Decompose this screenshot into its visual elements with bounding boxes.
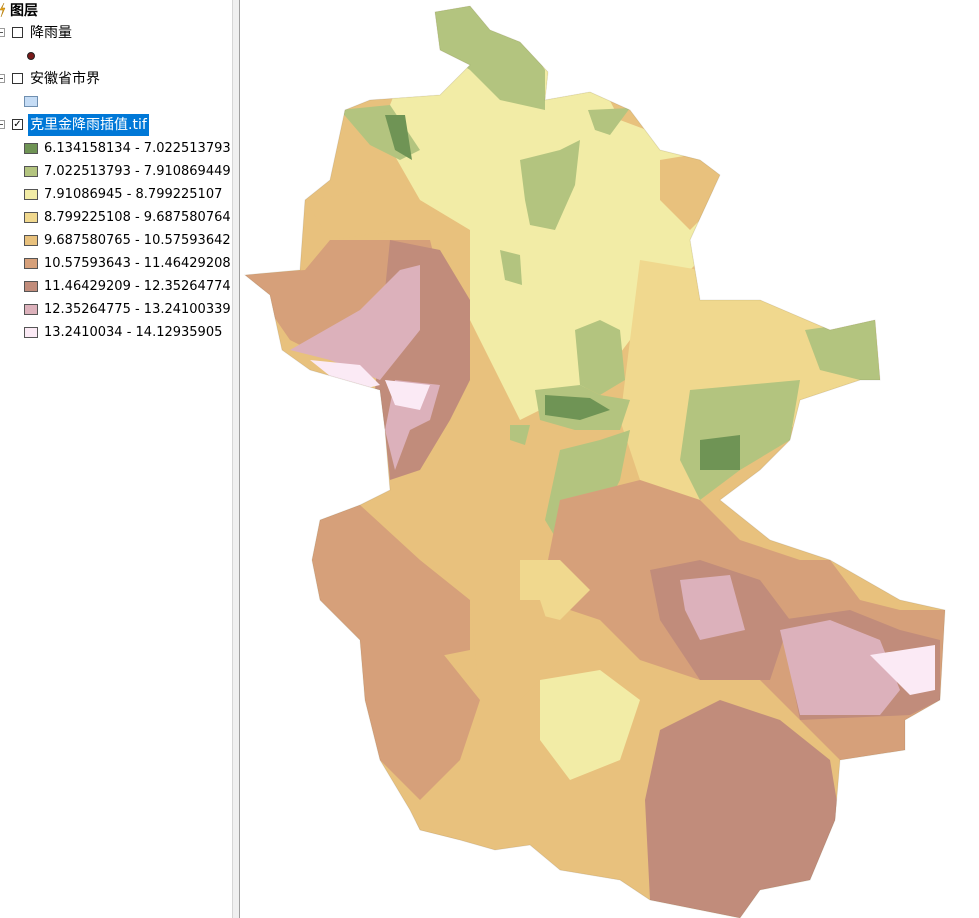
legend-class-label: 8.799225108 - 9.687580764 [44, 210, 231, 225]
legend-class-label: 7.91086945 - 8.799225107 [44, 187, 223, 202]
layer-visibility-checkbox-kriging[interactable]: ✓ [12, 119, 23, 130]
legend-swatch [24, 143, 38, 154]
polygon-symbol-icon [24, 96, 38, 107]
legend-swatch [24, 166, 38, 177]
legend-class-label: 13.2410034 - 14.12935905 [44, 325, 223, 340]
legend-class-label: 11.46429209 - 12.35264774 [44, 279, 231, 294]
layer-label-kriging[interactable]: 克里金降雨插值.tif [28, 114, 149, 136]
legend-class-label: 9.687580765 - 10.57593642 [44, 233, 231, 248]
layer-visibility-checkbox-rainfall[interactable] [12, 27, 23, 38]
layer-label-rainfall[interactable]: 降雨量 [30, 25, 72, 41]
layers-icon [0, 2, 6, 18]
map-view[interactable] [240, 0, 979, 918]
legend-swatch [24, 281, 38, 292]
layer-label-city-boundary[interactable]: 安徽省市界 [30, 71, 100, 87]
legend-class-label: 7.022513793 - 7.910869449 [44, 164, 231, 179]
legend-swatch [24, 235, 38, 246]
legend-class-label: 12.35264775 - 13.24100339 [44, 302, 231, 317]
collapse-icon[interactable] [0, 120, 5, 129]
rainfall-raster-map [243, 5, 946, 918]
collapse-icon[interactable] [0, 74, 5, 83]
panel-splitter[interactable] [232, 0, 240, 918]
legend-swatch [24, 258, 38, 269]
table-of-contents: 图层 降雨量 安徽省市界 ✓ 克里金降雨插值.tif 6.134158134 -… [0, 0, 232, 918]
legend-swatch [24, 189, 38, 200]
point-symbol-icon [27, 52, 35, 60]
legend-class-label: 10.57593643 - 11.46429208 [44, 256, 231, 271]
layer-visibility-checkbox-city-boundary[interactable] [12, 73, 23, 84]
collapse-icon[interactable] [0, 28, 5, 37]
legend-swatch [24, 212, 38, 223]
toc-title: 图层 [10, 3, 38, 19]
legend-swatch [24, 304, 38, 315]
legend-swatch [24, 327, 38, 338]
legend-class-label: 6.134158134 - 7.022513793 [44, 141, 231, 156]
